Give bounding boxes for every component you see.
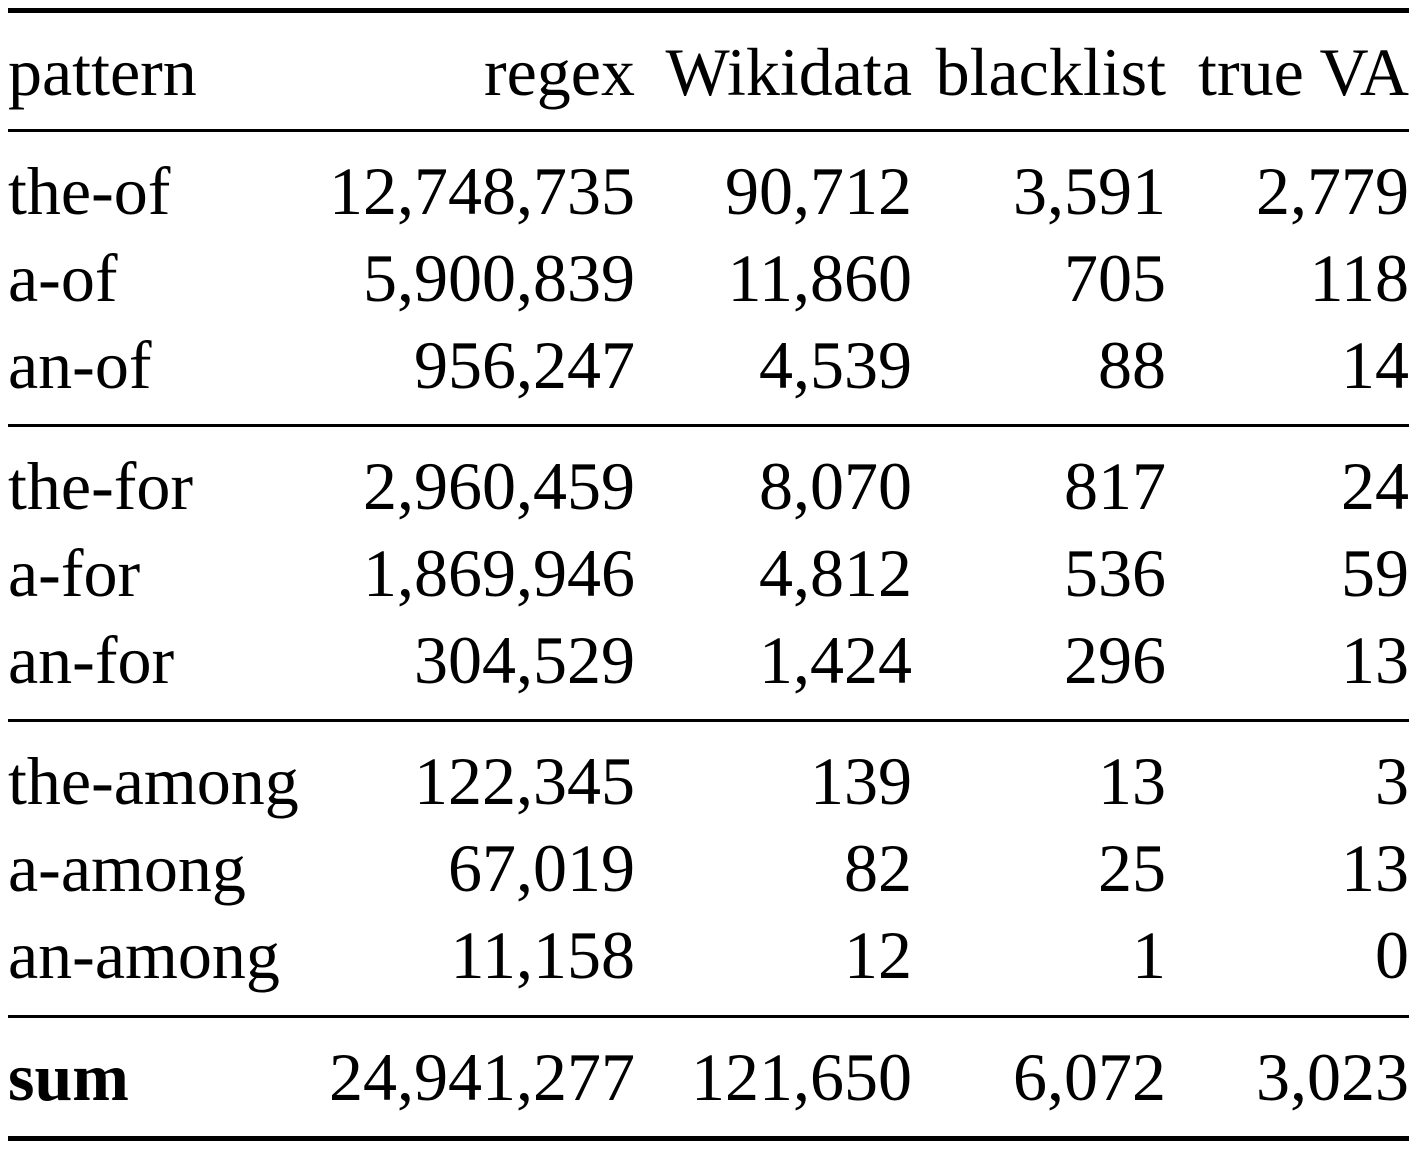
wikidata-cell: 11,860	[727, 240, 912, 316]
table-row: an-among 11,158 12 1 0	[8, 915, 1409, 995]
regex-cell: 5,900,839	[363, 240, 635, 316]
true-va-cell: 59	[1341, 535, 1409, 611]
blacklist-cell: 817	[1064, 448, 1166, 524]
blacklist-cell: 296	[1064, 622, 1166, 698]
wikidata-cell: 8,070	[759, 448, 912, 524]
table-row: an-for 304,529 1,424 296 13	[8, 620, 1409, 700]
top-rule	[8, 8, 1409, 13]
header-rule	[8, 129, 1409, 132]
regex-cell: 956,247	[414, 327, 635, 403]
wikidata-cell: 90,712	[725, 153, 912, 229]
blacklist-cell: 1	[1132, 917, 1166, 993]
true-va-cell: 0	[1375, 917, 1409, 993]
regex-cell: 11,158	[450, 917, 635, 993]
pattern-cell: an-among	[8, 917, 280, 993]
table-row: a-of 5,900,839 11,860 705 118	[8, 238, 1409, 318]
pattern-cell: the-among	[8, 743, 299, 819]
blacklist-cell: 13	[1098, 743, 1166, 819]
true-va-cell: 3	[1375, 743, 1409, 819]
header-pattern: pattern	[8, 34, 197, 110]
header-row: pattern regex Wikidata blacklist true VA	[8, 32, 1409, 112]
blacklist-cell: 705	[1064, 240, 1166, 316]
header-wikidata: Wikidata	[665, 34, 913, 110]
table-row: a-among 67,019 82 25 13	[8, 828, 1409, 908]
bottom-rule	[8, 1136, 1409, 1141]
true-va-cell: 2,779	[1256, 153, 1409, 229]
true-va-cell: 13	[1341, 622, 1409, 698]
regex-cell: 304,529	[414, 622, 635, 698]
table-row: the-among 122,345 139 13 3	[8, 741, 1409, 821]
regex-cell: 2,960,459	[363, 448, 635, 524]
table-row: the-for 2,960,459 8,070 817 24	[8, 446, 1409, 526]
table-row: a-for 1,869,946 4,812 536 59	[8, 533, 1409, 613]
regex-cell: 12,748,735	[329, 153, 635, 229]
wikidata-cell: 12	[844, 917, 912, 993]
pattern-cell: the-for	[8, 448, 194, 524]
regex-cell: 1,869,946	[363, 535, 635, 611]
sum-blacklist: 6,072	[1013, 1039, 1166, 1115]
sum-true-va: 3,023	[1256, 1039, 1409, 1115]
wikidata-cell: 1,424	[759, 622, 912, 698]
pattern-cell: a-among	[8, 830, 246, 906]
pattern-cell: a-for	[8, 535, 141, 611]
group-rule	[8, 424, 1409, 427]
sum-wikidata: 121,650	[691, 1039, 912, 1115]
wikidata-cell: 82	[844, 830, 912, 906]
group-rule	[8, 719, 1409, 722]
pattern-cell: an-for	[8, 622, 175, 698]
wikidata-cell: 4,539	[759, 327, 912, 403]
true-va-cell: 13	[1341, 830, 1409, 906]
true-va-cell: 118	[1309, 240, 1409, 316]
pattern-cell: an-of	[8, 327, 152, 403]
data-table: pattern regex Wikidata blacklist true VA…	[8, 0, 1409, 1149]
regex-cell: 67,019	[448, 830, 635, 906]
pattern-cell: the-of	[8, 153, 171, 229]
wikidata-cell: 4,812	[759, 535, 912, 611]
true-va-cell: 24	[1341, 448, 1409, 524]
blacklist-cell: 3,591	[1013, 153, 1166, 229]
sum-rule	[8, 1015, 1409, 1018]
wikidata-cell: 139	[810, 743, 912, 819]
table-row: the-of 12,748,735 90,712 3,591 2,779	[8, 151, 1409, 231]
sum-regex: 24,941,277	[329, 1039, 635, 1115]
blacklist-cell: 536	[1064, 535, 1166, 611]
blacklist-cell: 25	[1098, 830, 1166, 906]
true-va-cell: 14	[1341, 327, 1409, 403]
table-row: an-of 956,247 4,539 88 14	[8, 325, 1409, 405]
pattern-cell: a-of	[8, 240, 118, 316]
sum-row: sum 24,941,277 121,650 6,072 3,023	[8, 1037, 1409, 1117]
header-regex: regex	[483, 34, 635, 110]
regex-cell: 122,345	[414, 743, 635, 819]
header-blacklist: blacklist	[935, 34, 1166, 110]
header-true-va: true VA	[1198, 34, 1409, 110]
blacklist-cell: 88	[1098, 327, 1166, 403]
sum-label: sum	[8, 1039, 129, 1115]
